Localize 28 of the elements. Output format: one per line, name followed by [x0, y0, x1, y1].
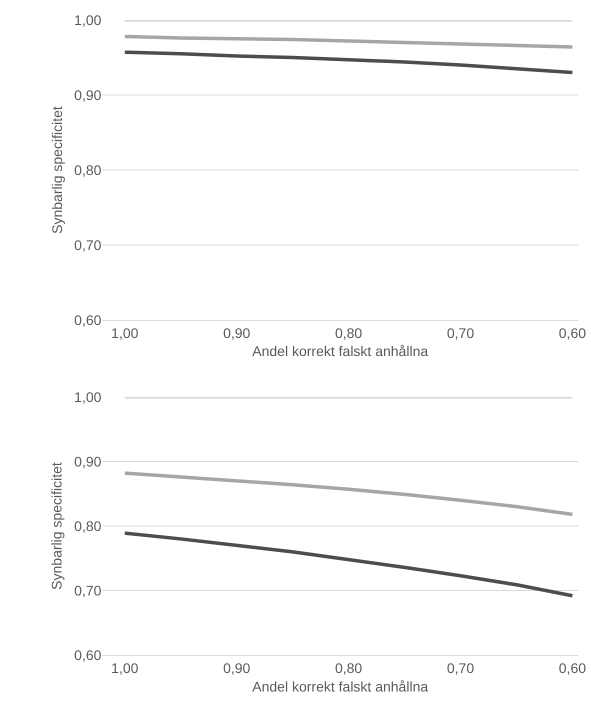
y-tick-label: 0,60	[74, 312, 102, 328]
y-axis-title: Synbarlig specificitet	[48, 106, 65, 234]
x-tick-label: 0,80	[334, 660, 362, 676]
y-tick-label: 0,80	[74, 518, 102, 534]
line-series	[123, 50, 574, 74]
x-tick-label: 1,00	[111, 324, 139, 341]
y-tick-label: 0,70	[74, 236, 102, 253]
y-tick-label: 0,80	[74, 162, 102, 178]
x-tick-label: 0,60	[558, 324, 586, 341]
line-series	[123, 531, 574, 598]
x-tick-label: 0,70	[446, 324, 474, 341]
x-tick-label: 0,60	[558, 660, 586, 676]
x-axis-title: Andel korrekt falskt anhållna	[252, 343, 428, 360]
x-tick-label: 0,90	[223, 324, 251, 341]
line-series	[123, 471, 574, 516]
y-tick-label: 0,90	[74, 453, 102, 470]
y-tick-label: 1,00	[74, 388, 102, 405]
y-tick-label: 0,60	[74, 647, 102, 664]
x-tick-label: 0,80	[334, 324, 362, 341]
y-tick-label: 0,90	[74, 86, 102, 103]
y-tick-label: 0,70	[74, 582, 102, 598]
x-tick-label: 1,00	[111, 660, 139, 676]
x-tick-label: 0,70	[446, 660, 474, 676]
line-series	[123, 34, 574, 49]
y-axis-title: Synbarlig specificitet	[48, 462, 65, 590]
y-tick-label: 1,00	[74, 12, 102, 28]
x-axis-title: Andel korrekt falskt anhållna	[252, 678, 428, 694]
x-tick-label: 0,90	[223, 660, 251, 676]
